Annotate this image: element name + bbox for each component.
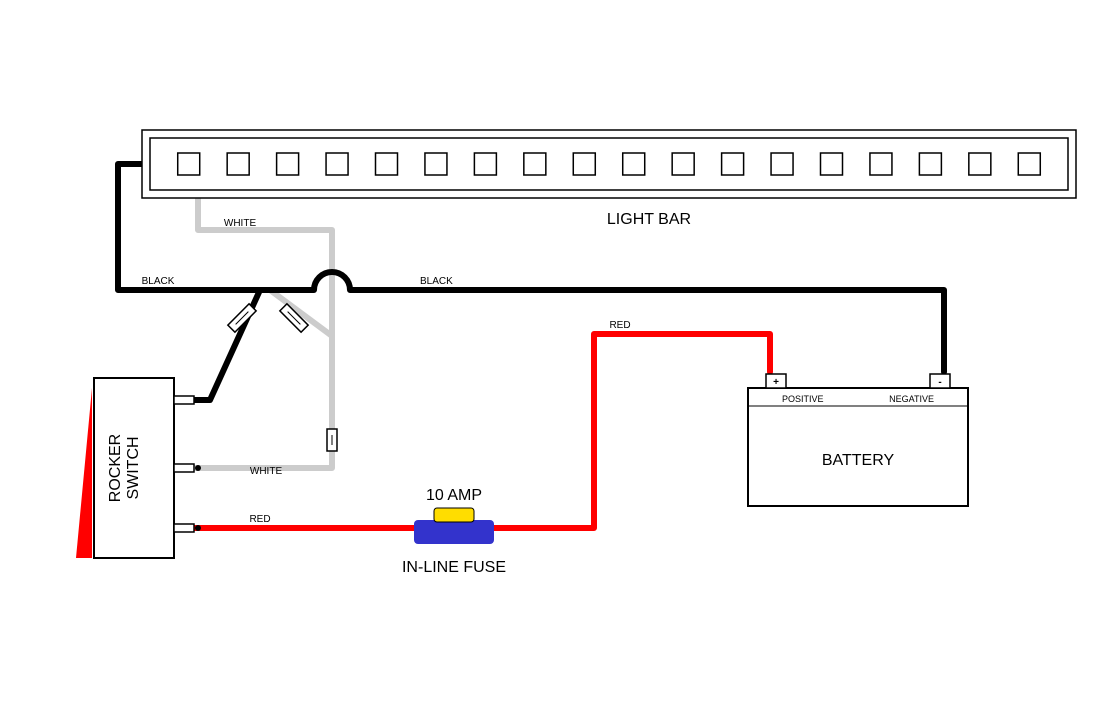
led: [277, 153, 299, 175]
led: [672, 153, 694, 175]
light-bar: [142, 130, 1076, 198]
led: [178, 153, 200, 175]
led: [573, 153, 595, 175]
led: [474, 153, 496, 175]
light-bar-label: LIGHT BAR: [607, 211, 691, 228]
led: [821, 153, 843, 175]
fuse-label: IN-LINE FUSE: [402, 559, 506, 576]
wire-label-white-bottom: WHITE: [250, 466, 283, 477]
led: [326, 153, 348, 175]
wire-label-black-right: BLACK: [420, 276, 453, 287]
led: [919, 153, 941, 175]
led: [376, 153, 398, 175]
led: [1018, 153, 1040, 175]
led: [870, 153, 892, 175]
led: [227, 153, 249, 175]
wire-label-red-top: RED: [609, 320, 630, 331]
led: [425, 153, 447, 175]
rocker-switch-label: ROCKER: [107, 434, 124, 502]
switch-terminal: [174, 524, 194, 532]
wire-label-black-left: BLACK: [142, 276, 175, 287]
inline-connector: [327, 429, 337, 451]
wiring-diagram: LIGHT BAR ROCKERSWITCH 10 AMP IN-LINE FUSE +…: [0, 0, 1103, 714]
battery-label: BATTERY: [822, 452, 895, 469]
wire-label-red-left: RED: [249, 514, 270, 525]
svg-text:-: -: [938, 377, 941, 388]
svg-text:+: +: [773, 377, 779, 388]
wire-label-white-top: WHITE: [224, 218, 257, 229]
battery: [748, 374, 968, 506]
rocker-switch-label: SWITCH: [125, 436, 142, 499]
led: [969, 153, 991, 175]
switch-terminal: [174, 464, 194, 472]
battery-neg-label: NEGATIVE: [889, 394, 934, 404]
led: [771, 153, 793, 175]
switch-terminal: [174, 396, 194, 404]
led: [623, 153, 645, 175]
fuse-rating-label: 10 AMP: [426, 487, 482, 504]
led: [524, 153, 546, 175]
battery-pos-label: POSITIVE: [782, 394, 824, 404]
led: [722, 153, 744, 175]
